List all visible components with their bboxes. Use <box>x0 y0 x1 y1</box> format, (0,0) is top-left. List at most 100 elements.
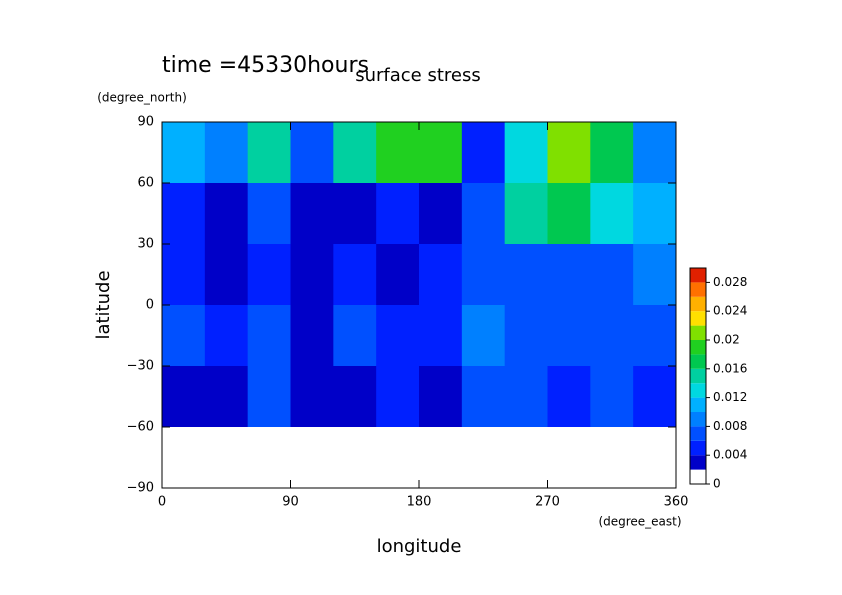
subtitle: time =45330hours <box>162 53 369 78</box>
field-cell <box>633 427 677 489</box>
field-cell <box>333 122 377 184</box>
y-tick-label: −90 <box>127 481 154 496</box>
colorbar-swatch <box>690 469 706 484</box>
x-units: (degree_east) <box>598 515 681 529</box>
field-cell <box>419 305 463 367</box>
y-tick-label: 0 <box>146 298 154 313</box>
field-cell <box>633 183 677 245</box>
field-cell <box>376 183 420 245</box>
field-cell <box>376 366 420 428</box>
field-cell <box>547 366 591 428</box>
field-cell <box>162 366 206 428</box>
field-cell <box>290 244 334 306</box>
colorbar-swatch <box>690 311 706 326</box>
field-cell <box>290 366 334 428</box>
field-cell <box>162 427 206 489</box>
y-label: latitude <box>93 270 114 339</box>
colorbar-swatch <box>690 455 706 470</box>
colorbar-tick-label: 0.016 <box>713 361 747 375</box>
field-cell <box>376 122 420 184</box>
field-cell <box>590 366 634 428</box>
x-tick-label: 0 <box>158 495 166 510</box>
field-cell <box>633 366 677 428</box>
field-cell <box>547 122 591 184</box>
field-cell <box>333 183 377 245</box>
chart-title: surface stress <box>355 65 481 86</box>
field-cell <box>590 244 634 306</box>
field-cell <box>547 305 591 367</box>
field-cell <box>461 366 506 428</box>
field-cell <box>333 244 377 306</box>
field-cell <box>376 244 420 306</box>
field-cell <box>504 305 548 367</box>
field-cell <box>247 366 291 428</box>
colorbar-tick-label: 0.008 <box>713 419 747 433</box>
field-cell <box>590 305 634 367</box>
field-cell <box>290 122 334 184</box>
field-cell <box>290 427 334 489</box>
field-cell <box>504 366 548 428</box>
field-cell <box>204 122 249 184</box>
field-cell <box>204 183 249 245</box>
field-cell <box>333 366 377 428</box>
field-cell <box>162 183 206 245</box>
colorbar-swatch <box>690 383 706 398</box>
colorbar-swatch <box>690 440 706 456</box>
x-tick-label: 360 <box>664 495 689 510</box>
y-tick-label: 30 <box>137 237 154 252</box>
field-cell <box>247 427 291 489</box>
field-cell <box>204 427 249 489</box>
field-cell <box>461 122 506 184</box>
colorbar-swatch <box>690 368 706 384</box>
field-cell <box>547 183 591 245</box>
colorbar-swatch <box>690 268 706 283</box>
y-tick-label: 90 <box>137 115 154 130</box>
colorbar-swatch <box>690 412 706 427</box>
field-cell <box>204 244 249 306</box>
colorbar-tick-label: 0.02 <box>713 333 740 347</box>
field-cell <box>590 183 634 245</box>
field-cell <box>590 427 634 489</box>
field-cell <box>633 244 677 306</box>
colorbar-swatch <box>690 325 706 340</box>
colorbar-swatch <box>690 296 706 312</box>
field-cell <box>419 183 463 245</box>
field-cell <box>419 122 463 184</box>
x-tick-label: 90 <box>282 495 299 510</box>
y-units: (degree_north) <box>97 91 187 105</box>
field-cell <box>247 244 291 306</box>
field-cell <box>461 183 506 245</box>
field-cell <box>547 244 591 306</box>
field-cell <box>290 305 334 367</box>
field-cell <box>333 427 377 489</box>
y-tick-label: −30 <box>127 359 154 374</box>
y-tick-label: −60 <box>127 420 154 435</box>
colorbar-tick-label: 0.028 <box>713 275 747 289</box>
field-cell <box>247 122 291 184</box>
colorbar-tick-label: 0.012 <box>713 390 747 404</box>
field-cell <box>633 305 677 367</box>
colorbar-tick-label: 0.024 <box>713 304 747 318</box>
colorbar-frame <box>689 267 707 485</box>
colorbar-tick-label: 0 <box>713 477 721 491</box>
field-cell <box>633 122 677 184</box>
field-cell <box>419 366 463 428</box>
field-cell <box>504 122 548 184</box>
field-cell <box>376 427 420 489</box>
field-cell <box>162 305 206 367</box>
x-tick-label: 270 <box>535 495 560 510</box>
field-cell <box>290 183 334 245</box>
field-cell <box>590 122 634 184</box>
field-cell <box>333 305 377 367</box>
field-cell <box>162 244 206 306</box>
colorbar-swatch <box>690 340 706 355</box>
x-tick-label: 180 <box>407 495 432 510</box>
field-cell <box>547 427 591 489</box>
field-cell <box>461 305 506 367</box>
field <box>162 122 677 489</box>
colorbar-swatch <box>690 397 706 412</box>
field-cell <box>204 366 249 428</box>
field-cell <box>419 244 463 306</box>
x-label: longitude <box>377 536 462 557</box>
